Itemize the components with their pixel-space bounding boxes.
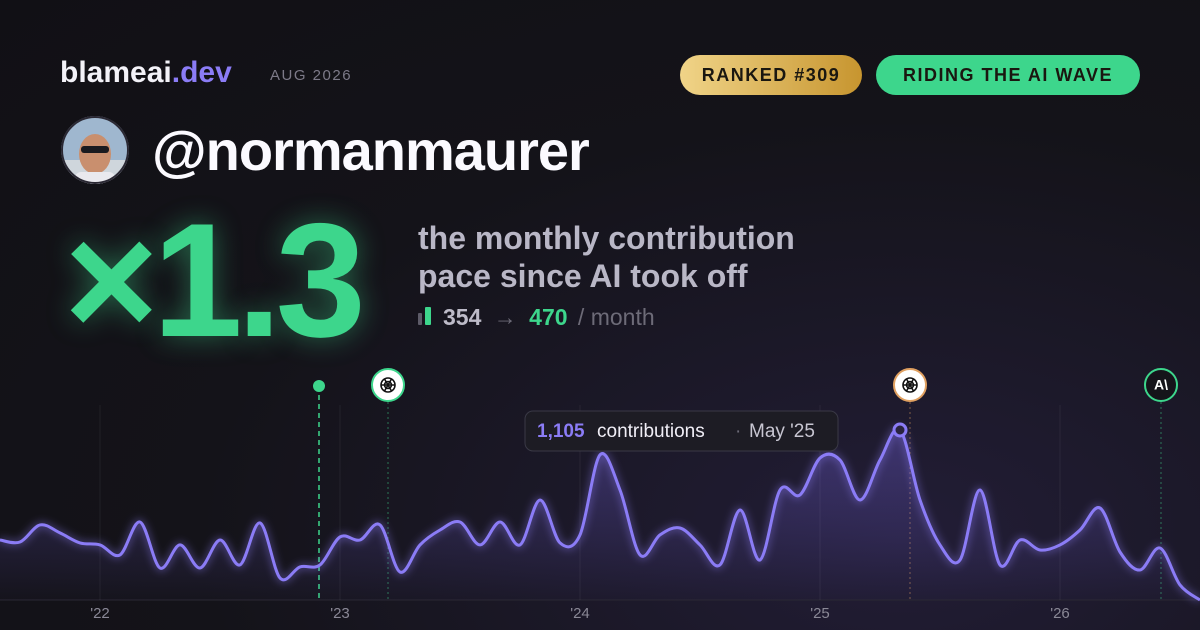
before-value: 354 [443, 304, 482, 330]
handle: @normanmaurer [152, 119, 590, 182]
brand: blameai.dev [60, 56, 232, 90]
arrow: → [493, 304, 517, 330]
unit: / month [577, 304, 655, 330]
anthropic-icon-text: A\ [1154, 377, 1168, 393]
line [0, 427, 1200, 602]
status-badge: RIDING THE AI WAVE [876, 55, 1140, 95]
plot: '22 '23 '24 '25 '26 [0, 405, 1200, 622]
x-tick-label: '26 [1050, 605, 1070, 622]
before-bar [418, 313, 422, 325]
anthropic-icon [1144, 368, 1178, 402]
brand-suffix: .dev [171, 56, 232, 89]
x-tick-label: '22 [90, 605, 110, 622]
multiplier: ×1.3 [64, 190, 366, 371]
openai-icon [893, 368, 927, 402]
tooltip-value: 1,105 [537, 421, 585, 442]
brand-name: blameai [60, 56, 172, 89]
pace-stats: 354 → 470 / month [418, 304, 655, 331]
peak-marker [892, 422, 908, 438]
ai-takeoff-dot [313, 380, 325, 392]
tooltip-unit: contributions [597, 421, 705, 442]
x-tick-label: '25 [810, 605, 830, 622]
after-value: 470 [529, 304, 568, 330]
x-tick-label: '24 [570, 605, 590, 622]
tooltip-separator: · [735, 421, 741, 442]
description-line: pace since AI took off [418, 258, 748, 294]
openai-icon [371, 368, 405, 402]
area [0, 428, 1200, 600]
avatar [61, 116, 129, 184]
x-tick-label: '23 [330, 605, 350, 622]
rank-badge: RANKED #309 [680, 55, 862, 95]
date: AUG 2026 [270, 67, 353, 84]
description: the monthly contribution pace since AI t… [418, 219, 795, 295]
tooltip [524, 410, 839, 452]
after-bar [425, 307, 431, 325]
description-line: the monthly contribution [418, 220, 795, 256]
tooltip-date: May '25 [749, 421, 815, 442]
